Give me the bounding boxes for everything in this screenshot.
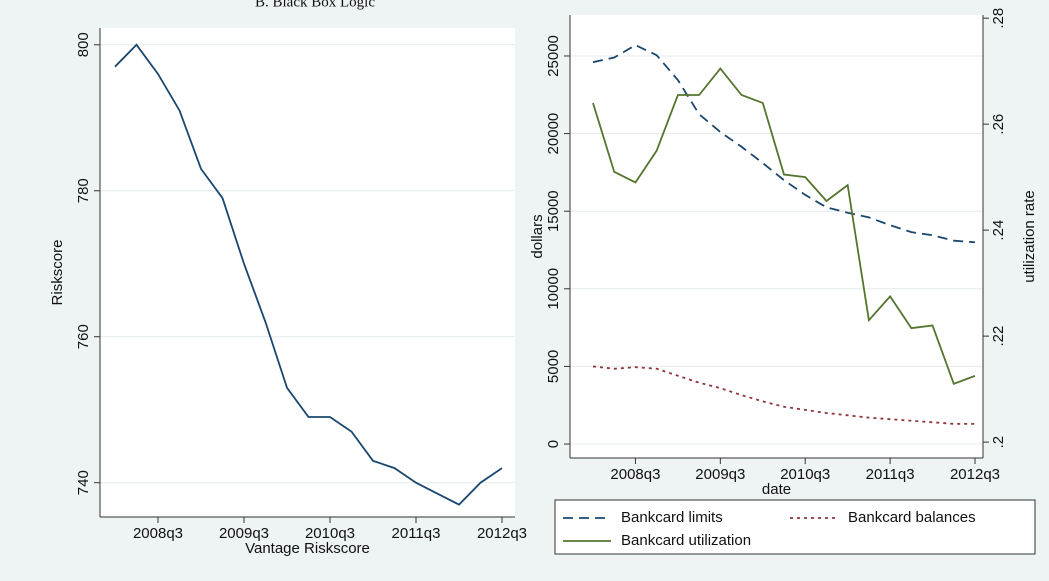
x-tick-label: 2010q3 bbox=[305, 525, 355, 542]
y2-tick-label: .26 bbox=[990, 114, 1007, 135]
legend-label: Bankcard utilization bbox=[621, 532, 751, 549]
plot-area bbox=[570, 15, 983, 458]
y-tick-label: 760 bbox=[75, 324, 92, 349]
y-tick-label: 20000 bbox=[545, 113, 562, 155]
x-tick-label: 2011q3 bbox=[866, 466, 915, 483]
y-tick-label: 5000 bbox=[545, 350, 562, 383]
data-line bbox=[114, 43, 503, 506]
plot-area bbox=[100, 28, 515, 517]
y2-tick-label: .24 bbox=[990, 220, 1007, 241]
x-axis-title: Vantage Riskscore bbox=[245, 540, 370, 557]
x-tick-label: 2011q3 bbox=[392, 525, 441, 542]
y2-tick-label: .28 bbox=[990, 8, 1007, 29]
data-line bbox=[592, 365, 975, 425]
y-tick-label: 15000 bbox=[545, 190, 562, 232]
x-tick-label: 2012q3 bbox=[477, 525, 527, 542]
y-tick-label: 25000 bbox=[545, 35, 562, 77]
x-tick-label: 2008q3 bbox=[133, 525, 183, 542]
x-tick-label: 2010q3 bbox=[780, 466, 830, 483]
x-tick-label: 2009q3 bbox=[695, 466, 745, 483]
data-line bbox=[592, 67, 976, 385]
y-axis-title: Riskscore bbox=[49, 240, 66, 306]
x-tick-label: 2008q3 bbox=[610, 466, 660, 483]
x-tick-label: 2009q3 bbox=[219, 525, 269, 542]
data-line bbox=[592, 44, 976, 244]
y-tick-label: 0 bbox=[545, 440, 562, 448]
y-tick-label: 10000 bbox=[545, 268, 562, 310]
chart-title: B. Black Box Logic bbox=[255, 0, 375, 10]
x-tick-label: 2012q3 bbox=[950, 466, 1000, 483]
y-axis-title: dollars bbox=[529, 214, 546, 258]
y-tick-label: 740 bbox=[75, 470, 92, 495]
legend-label: Bankcard limits bbox=[621, 509, 723, 526]
legend-label: Bankcard balances bbox=[848, 509, 976, 526]
y2-tick-label: .22 bbox=[990, 326, 1007, 347]
y-tick-label: 800 bbox=[75, 32, 92, 57]
y-tick-label: 780 bbox=[75, 178, 92, 203]
y2-tick-label: .2 bbox=[990, 436, 1007, 449]
legend-box bbox=[554, 499, 1036, 555]
y2-axis-title: utilization rate bbox=[1021, 190, 1038, 283]
x-axis-title: date bbox=[762, 481, 791, 498]
